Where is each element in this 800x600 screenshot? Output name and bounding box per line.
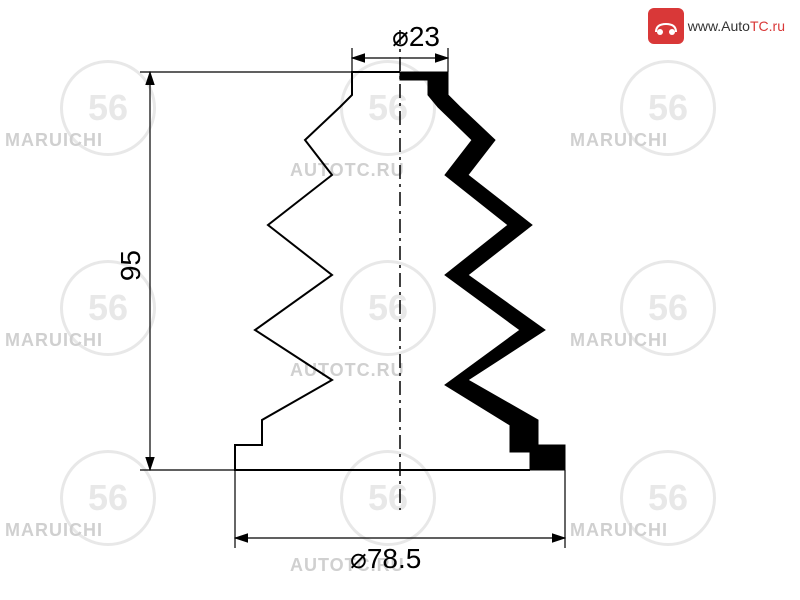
boot-section-right <box>400 72 565 470</box>
dim-bottom-diameter: ⌀78.5 <box>350 542 421 575</box>
dim-top-diameter: ⌀23 <box>392 20 440 53</box>
boot-outline-left <box>235 72 400 470</box>
dim-height: 95 <box>115 250 147 281</box>
technical-drawing <box>0 0 800 600</box>
